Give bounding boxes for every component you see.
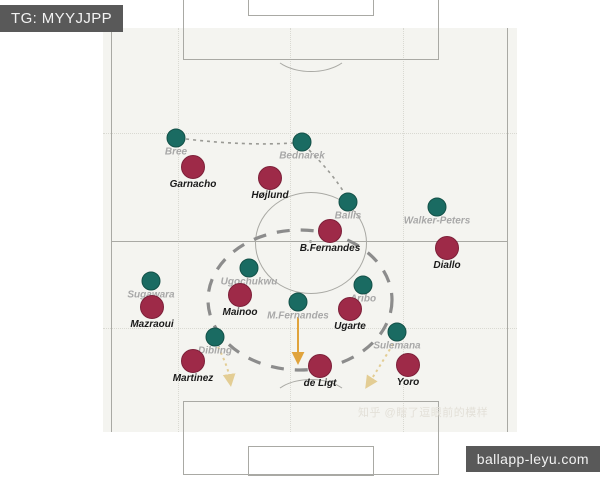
player-label: Højlund [251, 190, 289, 201]
centre-spot [309, 240, 312, 243]
player-dot-away [387, 322, 407, 342]
touchline-left [111, 28, 112, 432]
player-marker-martinez[interactable]: Martinez [173, 349, 213, 384]
player-label: Bree [164, 146, 188, 158]
player-dot-away [353, 275, 373, 295]
player-label: Aribo [349, 293, 377, 305]
player-label: de Ligt [303, 378, 337, 389]
player-marker-mainoo[interactable]: Mainoo [223, 283, 258, 318]
player-label: Martinez [172, 373, 214, 384]
player-marker-ugochukwu[interactable]: Ugochukwu [221, 258, 277, 288]
zhihu-watermark: 知乎 @瞎了逗眼前的模样 [358, 407, 489, 419]
arrow-sulemana-run [365, 343, 394, 389]
player-label: Sulemana [373, 340, 421, 352]
telegram-watermark: TG: MYYJJPP [0, 5, 124, 32]
player-dot-away [239, 258, 259, 278]
player-dot-home [396, 353, 420, 377]
player-dot-home [258, 166, 282, 190]
player-label: Mazraoui [130, 319, 174, 330]
penalty-arc-top [271, 26, 351, 72]
player-marker-aribo[interactable]: Aribo [350, 275, 376, 305]
player-dot-home [181, 155, 205, 179]
player-marker-bednarek[interactable]: Bednarek [279, 132, 325, 162]
player-dot-away [141, 271, 161, 291]
player-dot-home [338, 297, 362, 321]
player-dot-home [228, 283, 252, 307]
grid-line-h2 [103, 328, 517, 329]
player-dot-home [435, 236, 459, 260]
player-marker-diallo[interactable]: Diallo [433, 236, 461, 271]
player-marker-mazraoui[interactable]: Mazraoui [130, 295, 174, 330]
player-marker-sugawara[interactable]: Sugawara [127, 271, 175, 301]
player-label: Yoro [396, 377, 420, 388]
player-marker-de-ligt[interactable]: de Ligt [304, 354, 336, 389]
player-label: M.Fernandes [267, 310, 329, 322]
player-label: Ugochukwu [220, 276, 278, 288]
player-label: Garnacho [169, 179, 217, 190]
player-dot-away [166, 128, 186, 148]
grid-line-v3 [403, 28, 404, 432]
arrow-dibling-run [217, 346, 236, 387]
player-label: Walker-Peters [403, 215, 471, 227]
player-label: B.Fernandes [299, 243, 361, 254]
player-label: Diallo [433, 260, 461, 271]
player-marker-hojlund[interactable]: Højlund [251, 166, 289, 201]
centre-circle [255, 192, 367, 294]
penalty-arc-bottom [271, 379, 351, 425]
player-dot-home [318, 219, 342, 243]
player-marker-ballis[interactable]: Ballis [335, 192, 361, 222]
player-marker-ugarte[interactable]: Ugarte [334, 297, 366, 332]
player-label: Mainoo [222, 307, 258, 318]
player-label: Dibling [198, 345, 232, 357]
touchline-right [507, 28, 508, 432]
player-dot-home [308, 354, 332, 378]
pass-line-bree-bednarek [185, 138, 294, 145]
player-dot-home [140, 295, 164, 319]
player-marker-garnacho[interactable]: Garnacho [170, 155, 216, 190]
goal-area-top [248, 0, 374, 16]
player-dot-away [338, 192, 358, 212]
player-marker-yoro[interactable]: Yoro [396, 353, 420, 388]
player-marker-m-fernandes[interactable]: M.Fernandes [267, 292, 329, 322]
player-label: Ballis [334, 210, 362, 222]
player-marker-b-fernandes[interactable]: B.Fernandes [300, 219, 360, 254]
player-marker-dibling[interactable]: Dibling [198, 327, 232, 357]
player-marker-bree[interactable]: Bree [165, 128, 187, 158]
player-dot-home [181, 349, 205, 373]
player-marker-sulemana[interactable]: Sulemana [373, 322, 421, 352]
grid-line-h1 [103, 133, 517, 134]
player-dot-away [205, 327, 225, 347]
player-label: Ugarte [334, 321, 366, 332]
player-label: Bednarek [279, 150, 325, 162]
player-dot-away [427, 197, 447, 217]
player-dot-away [288, 292, 308, 312]
goal-area-bottom [248, 446, 374, 476]
site-watermark: ballapp-leyu.com [465, 446, 600, 472]
player-marker-walker-peters[interactable]: Walker-Peters [404, 197, 470, 227]
grid-line-v1 [178, 28, 179, 432]
defensive-block-ellipse [206, 228, 394, 372]
player-dot-away [292, 132, 312, 152]
